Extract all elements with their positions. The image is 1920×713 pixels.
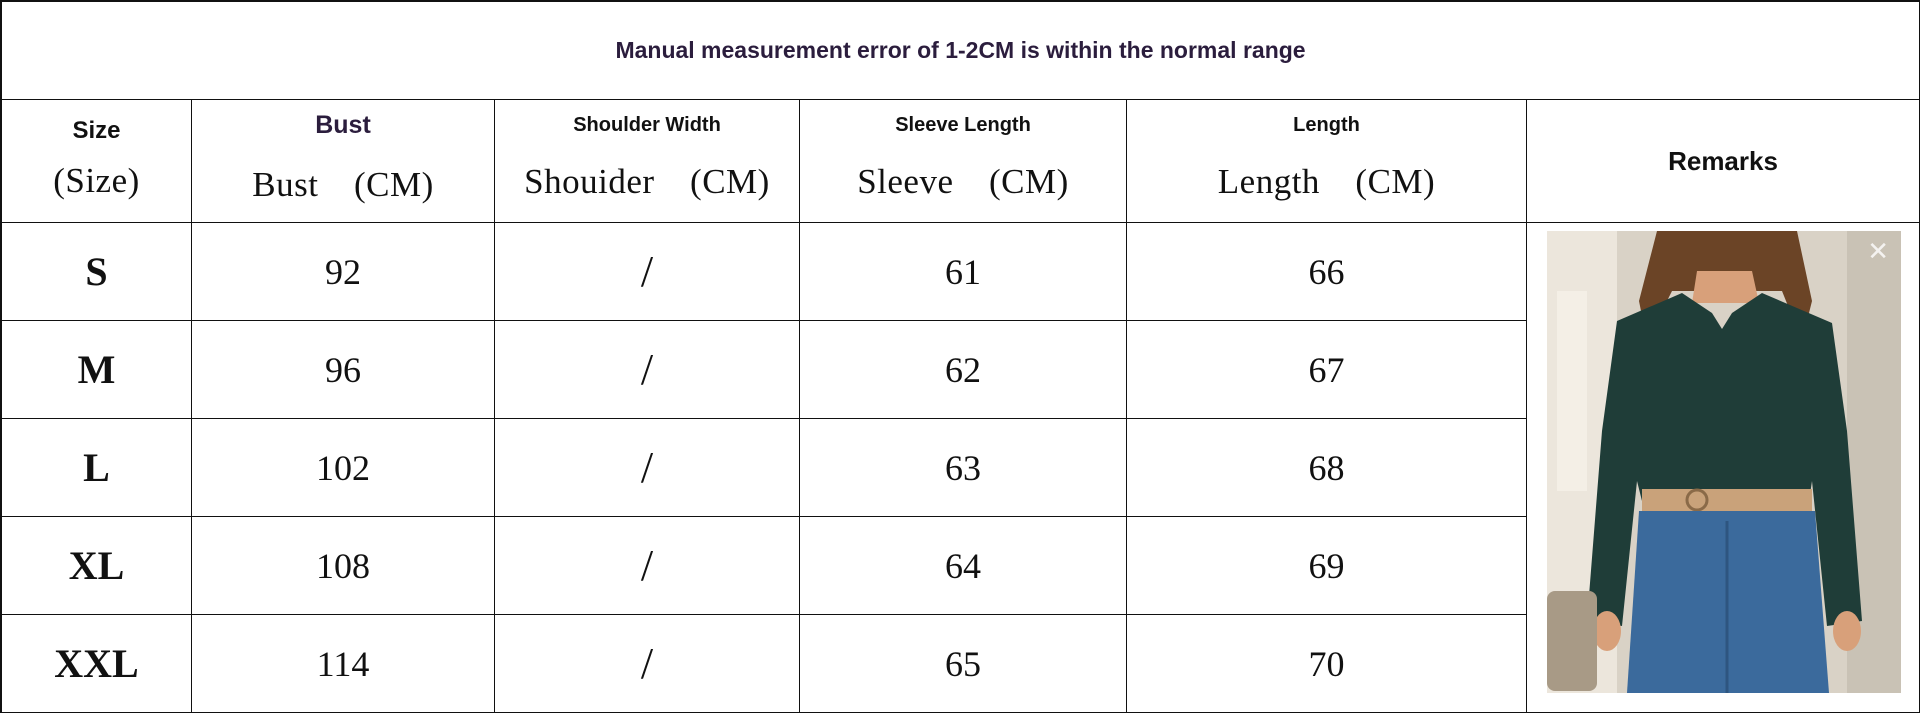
size-value: XL <box>68 543 125 588</box>
header-bust-sub: Bust (CM) <box>252 165 434 204</box>
shoulder-value: / <box>640 541 654 590</box>
header-bust: Bust Bust (CM) <box>191 99 495 223</box>
measurement-note: Manual measurement error of 1-2CM is wit… <box>0 1 1920 100</box>
length-cell: 69 <box>1126 516 1527 615</box>
length-value: 69 <box>1308 545 1345 586</box>
size-cell: S <box>1 222 192 321</box>
table-row: L 102 / 63 68 <box>1 418 1920 517</box>
header-sleeve-sub: Sleeve (CM) <box>857 162 1069 201</box>
table-row: M 96 / 62 67 <box>1 320 1920 419</box>
size-value: XXL <box>54 641 139 686</box>
bust-value: 108 <box>316 545 370 586</box>
length-cell: 70 <box>1126 614 1527 713</box>
table-row: XXL 114 / 65 70 <box>1 614 1920 713</box>
header-row: Size (Size) Bust Bust (CM) Shoulder Widt… <box>1 99 1920 223</box>
header-length-en: Length <box>1293 114 1360 136</box>
header-shoulder: Shoulder Width Shouider (CM) <box>494 99 800 223</box>
bust-cell: 114 <box>191 614 495 713</box>
shoulder-cell: / <box>494 614 800 713</box>
header-bust-en: Bust <box>315 111 371 139</box>
bust-value: 96 <box>325 349 361 390</box>
table-row: S 92 / 61 66 <box>1 222 1920 713</box>
sleeve-cell: 64 <box>799 516 1127 615</box>
shoulder-value: / <box>640 443 654 492</box>
header-size-sub: (Size) <box>53 161 140 200</box>
sleeve-cell: 61 <box>799 222 1127 321</box>
sleeve-value: 65 <box>945 643 981 684</box>
bust-cell: 102 <box>191 418 495 517</box>
bust-cell: 96 <box>191 320 495 419</box>
length-value: 66 <box>1308 251 1345 292</box>
header-shoulder-sub: Shouider (CM) <box>524 162 770 201</box>
shoulder-cell: / <box>494 418 800 517</box>
shoulder-value: / <box>640 345 654 394</box>
shoulder-cell: / <box>494 320 800 419</box>
shoulder-cell: / <box>494 222 800 321</box>
header-length-sub: Length (CM) <box>1217 162 1436 201</box>
size-cell: L <box>1 418 192 517</box>
shoulder-cell: / <box>494 516 800 615</box>
sleeve-cell: 63 <box>799 418 1127 517</box>
header-shoulder-en: Shoulder Width <box>573 114 721 136</box>
size-cell: XXL <box>1 614 192 713</box>
bust-value: 102 <box>316 447 370 488</box>
header-size-en: Size <box>72 117 121 144</box>
shoulder-value: / <box>640 639 654 688</box>
size-value: M <box>77 347 116 392</box>
model-image <box>1547 231 1901 693</box>
length-value: 68 <box>1308 447 1345 488</box>
length-value: 70 <box>1308 643 1345 684</box>
bust-value: 92 <box>325 251 361 292</box>
header-sleeve-en: Sleeve Length <box>895 114 1031 136</box>
length-cell: 67 <box>1126 320 1527 419</box>
table-row: XL 108 / 64 69 <box>1 516 1920 615</box>
sleeve-value: 62 <box>945 349 981 390</box>
remarks-photo-cell: ✕ <box>1525 222 1920 713</box>
bust-value: 114 <box>316 643 370 684</box>
bust-cell: 92 <box>191 222 495 321</box>
sleeve-cell: 62 <box>799 320 1127 419</box>
product-photo: ✕ <box>1547 231 1901 693</box>
header-sleeve: Sleeve Length Sleeve (CM) <box>799 99 1127 223</box>
sleeve-value: 63 <box>945 447 981 488</box>
length-value: 67 <box>1308 349 1345 390</box>
size-cell: M <box>1 320 192 419</box>
size-value: S <box>85 249 108 294</box>
header-length: Length Length (CM) <box>1126 99 1527 223</box>
sleeve-value: 61 <box>945 251 981 292</box>
sleeve-value: 64 <box>945 545 981 586</box>
bust-cell: 108 <box>191 516 495 615</box>
close-icon: ✕ <box>1867 237 1889 267</box>
shoulder-value: / <box>640 247 654 296</box>
header-remarks: Remarks <box>1525 99 1920 223</box>
sleeve-cell: 65 <box>799 614 1127 713</box>
size-value: L <box>83 445 110 490</box>
length-cell: 66 <box>1126 222 1527 321</box>
remarks-label: Remarks <box>1668 145 1778 176</box>
size-cell: XL <box>1 516 192 615</box>
length-cell: 68 <box>1126 418 1527 517</box>
header-size: Size (Size) <box>1 99 192 223</box>
